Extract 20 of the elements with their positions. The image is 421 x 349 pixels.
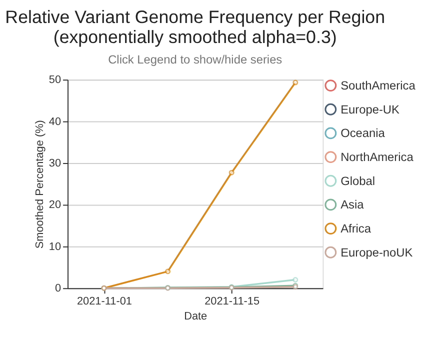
- legend-label: SouthAmerica: [340, 78, 416, 93]
- legend-label: Africa: [340, 222, 372, 236]
- legend-label: Europe-noUK: [340, 245, 413, 260]
- chart-subtitle: Click Legend to show/hide series: [108, 52, 282, 67]
- legend-label: Asia: [340, 198, 364, 212]
- chart-title: Relative Variant Genome Frequency per Region (exponentially smoothed alpha=0.3): [5, 7, 386, 47]
- x-tick-label: 2021-11-01: [76, 295, 132, 308]
- y-tick-label: 40: [48, 116, 62, 128]
- x-tick-label: 2021-11-15: [204, 295, 260, 308]
- y-tick-label: 0: [54, 282, 62, 295]
- legend-label: NorthAmerica: [340, 150, 414, 164]
- y-axis-title: Smoothed Percentage (%): [34, 120, 46, 249]
- legend-label: Global: [340, 174, 375, 188]
- legend-label: Oceania: [340, 126, 386, 140]
- y-tick-label: 20: [48, 199, 62, 212]
- y-tick-label: 10: [48, 240, 62, 253]
- x-axis-title: Date: [184, 310, 208, 322]
- y-tick-label: 50: [48, 74, 62, 86]
- y-tick-label: 30: [48, 157, 62, 170]
- legend-label: Europe-UK: [340, 102, 400, 116]
